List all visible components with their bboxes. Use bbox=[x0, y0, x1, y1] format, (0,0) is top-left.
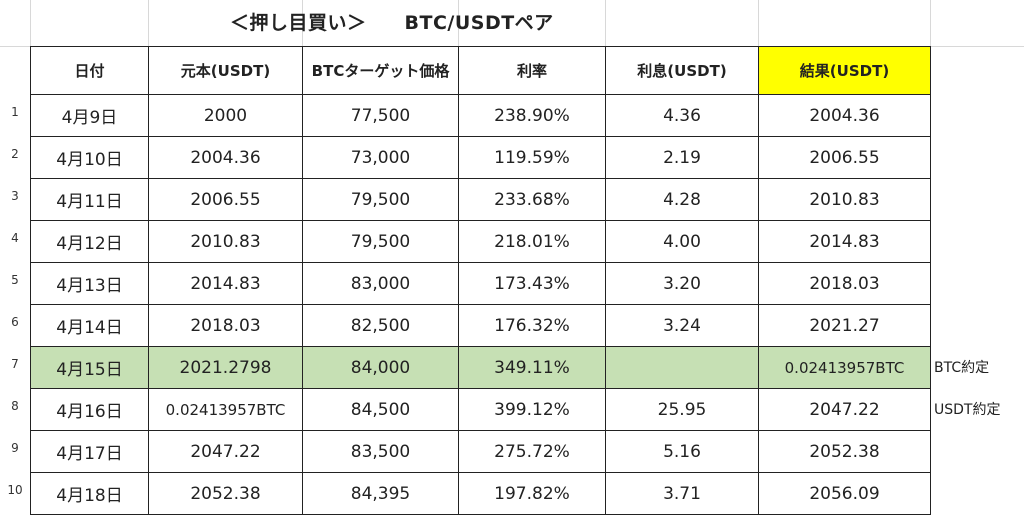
cell-date[interactable]: 4月14日 bbox=[30, 304, 149, 347]
table-row: 4月10日 2004.36 73,000 119.59% 2.19 2006.5… bbox=[30, 136, 931, 179]
cell-principal[interactable]: 0.02413957BTC bbox=[148, 388, 303, 431]
cell-result[interactable]: 2018.03 bbox=[758, 262, 931, 305]
header-interest[interactable]: 利息(USDT) bbox=[605, 46, 759, 95]
table-row: 4月18日 2052.38 84,395 197.82% 3.71 2056.0… bbox=[30, 472, 931, 515]
cell-principal[interactable]: 2014.83 bbox=[148, 262, 303, 305]
table-row: 4月14日 2018.03 82,500 176.32% 3.24 2021.2… bbox=[30, 304, 931, 347]
header-target-price[interactable]: BTCターゲット価格 bbox=[302, 46, 459, 95]
cell-rate[interactable]: 349.11% bbox=[458, 346, 606, 389]
cell-result[interactable]: 0.02413957BTC bbox=[758, 346, 931, 389]
row-number: 2 bbox=[11, 147, 19, 161]
table-row: 4月11日 2006.55 79,500 233.68% 4.28 2010.8… bbox=[30, 178, 931, 221]
cell-rate[interactable]: 233.68% bbox=[458, 178, 606, 221]
cell-principal[interactable]: 2047.22 bbox=[148, 430, 303, 473]
row-number: 6 bbox=[11, 315, 19, 329]
row-number: 1 bbox=[11, 105, 19, 119]
cell-rate[interactable]: 275.72% bbox=[458, 430, 606, 473]
cell-rate[interactable]: 197.82% bbox=[458, 472, 606, 515]
table-row: 4月17日 2047.22 83,500 275.72% 5.16 2052.3… bbox=[30, 430, 931, 473]
cell-interest[interactable]: 3.20 bbox=[605, 262, 759, 305]
cell-date[interactable]: 4月13日 bbox=[30, 262, 149, 305]
cell-interest[interactable]: 3.24 bbox=[605, 304, 759, 347]
cell-target[interactable]: 84,500 bbox=[302, 388, 459, 431]
row-number: 9 bbox=[11, 441, 19, 455]
cell-target[interactable]: 73,000 bbox=[302, 136, 459, 179]
cell-rate[interactable]: 173.43% bbox=[458, 262, 606, 305]
cell-rate[interactable]: 399.12% bbox=[458, 388, 606, 431]
cell-date[interactable]: 4月12日 bbox=[30, 220, 149, 263]
cell-interest[interactable]: 5.16 bbox=[605, 430, 759, 473]
row-number: 3 bbox=[11, 189, 19, 203]
cell-interest[interactable]: 4.36 bbox=[605, 94, 759, 137]
cell-result[interactable]: 2004.36 bbox=[758, 94, 931, 137]
cell-date[interactable]: 4月11日 bbox=[30, 178, 149, 221]
table-row: 4月13日 2014.83 83,000 173.43% 3.20 2018.0… bbox=[30, 262, 931, 305]
row-number: 10 bbox=[7, 483, 23, 497]
row-number: 5 bbox=[11, 273, 19, 287]
title-main: ＜押し目買い＞ bbox=[230, 12, 367, 34]
sheet-title: ＜押し目買い＞ BTC/USDTペア bbox=[230, 8, 554, 35]
cell-interest[interactable]: 3.71 bbox=[605, 472, 759, 515]
row-number: 7 bbox=[11, 357, 19, 371]
cell-rate[interactable]: 218.01% bbox=[458, 220, 606, 263]
cell-principal[interactable]: 2010.83 bbox=[148, 220, 303, 263]
row-number: 4 bbox=[11, 231, 19, 245]
cell-principal[interactable]: 2021.2798 bbox=[148, 346, 303, 389]
header-result[interactable]: 結果(USDT) bbox=[758, 46, 931, 95]
header-principal[interactable]: 元本(USDT) bbox=[148, 46, 303, 95]
cell-target[interactable]: 79,500 bbox=[302, 220, 459, 263]
cell-rate[interactable]: 119.59% bbox=[458, 136, 606, 179]
cell-rate[interactable]: 176.32% bbox=[458, 304, 606, 347]
cell-target[interactable]: 77,500 bbox=[302, 94, 459, 137]
cell-interest[interactable]: 4.28 bbox=[605, 178, 759, 221]
table-row-btc-settled: 4月15日 2021.2798 84,000 349.11% 0.0241395… bbox=[30, 346, 931, 389]
table-row: 4月9日 2000 77,500 238.90% 4.36 2004.36 bbox=[30, 94, 931, 137]
cell-date[interactable]: 4月10日 bbox=[30, 136, 149, 179]
cell-result[interactable]: 2052.38 bbox=[758, 430, 931, 473]
header-rate[interactable]: 利率 bbox=[458, 46, 606, 95]
cell-principal[interactable]: 2018.03 bbox=[148, 304, 303, 347]
cell-principal[interactable]: 2006.55 bbox=[148, 178, 303, 221]
cell-date[interactable]: 4月9日 bbox=[30, 94, 149, 137]
cell-result[interactable]: 2056.09 bbox=[758, 472, 931, 515]
table-header-row: 日付 元本(USDT) BTCターゲット価格 利率 利息(USDT) 結果(US… bbox=[30, 46, 931, 95]
cell-interest[interactable]: 2.19 bbox=[605, 136, 759, 179]
cell-principal[interactable]: 2000 bbox=[148, 94, 303, 137]
cell-rate[interactable]: 238.90% bbox=[458, 94, 606, 137]
cell-target[interactable]: 83,000 bbox=[302, 262, 459, 305]
cell-result[interactable]: 2010.83 bbox=[758, 178, 931, 221]
cell-target[interactable]: 79,500 bbox=[302, 178, 459, 221]
note-btc-settled[interactable]: BTC約定 bbox=[934, 360, 990, 376]
cell-interest[interactable] bbox=[605, 346, 759, 389]
cell-principal[interactable]: 2052.38 bbox=[148, 472, 303, 515]
header-date[interactable]: 日付 bbox=[30, 46, 149, 95]
cell-date[interactable]: 4月15日 bbox=[30, 346, 149, 389]
cell-target[interactable]: 84,000 bbox=[302, 346, 459, 389]
table-row: 4月12日 2010.83 79,500 218.01% 4.00 2014.8… bbox=[30, 220, 931, 263]
cell-result[interactable]: 2006.55 bbox=[758, 136, 931, 179]
cell-result[interactable]: 2047.22 bbox=[758, 388, 931, 431]
cell-date[interactable]: 4月17日 bbox=[30, 430, 149, 473]
row-number: 8 bbox=[11, 399, 19, 413]
cell-interest[interactable]: 4.00 bbox=[605, 220, 759, 263]
cell-target[interactable]: 84,395 bbox=[302, 472, 459, 515]
cell-date[interactable]: 4月18日 bbox=[30, 472, 149, 515]
table-row: 4月16日 0.02413957BTC 84,500 399.12% 25.95… bbox=[30, 388, 931, 431]
cell-target[interactable]: 82,500 bbox=[302, 304, 459, 347]
cell-interest[interactable]: 25.95 bbox=[605, 388, 759, 431]
cell-target[interactable]: 83,500 bbox=[302, 430, 459, 473]
cell-date[interactable]: 4月16日 bbox=[30, 388, 149, 431]
gridline bbox=[930, 0, 931, 509]
note-usdt-settled[interactable]: USDT約定 bbox=[934, 402, 1001, 418]
interest-table: 日付 元本(USDT) BTCターゲット価格 利率 利息(USDT) 結果(US… bbox=[30, 46, 931, 515]
cell-result[interactable]: 2014.83 bbox=[758, 220, 931, 263]
cell-principal[interactable]: 2004.36 bbox=[148, 136, 303, 179]
cell-result[interactable]: 2021.27 bbox=[758, 304, 931, 347]
title-pair: BTC/USDTペア bbox=[404, 12, 554, 34]
